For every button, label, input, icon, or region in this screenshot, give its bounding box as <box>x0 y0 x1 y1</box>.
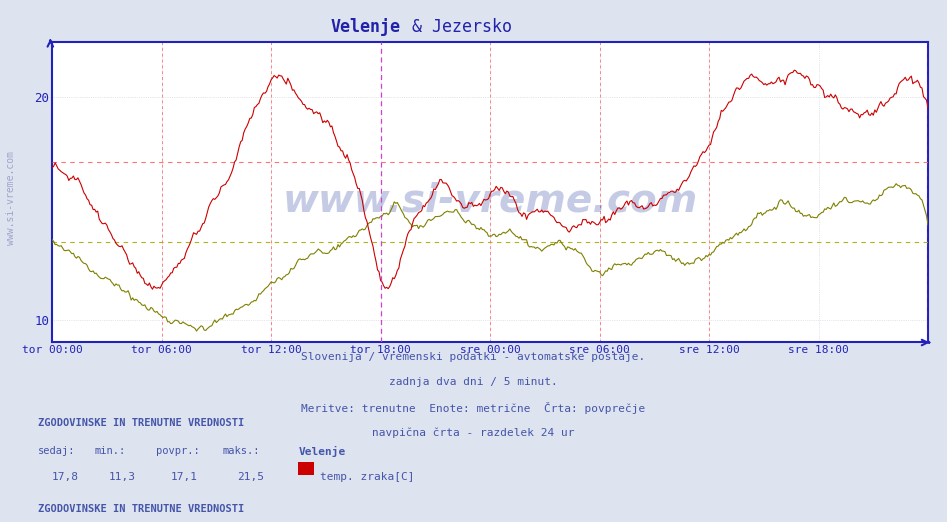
Text: min.:: min.: <box>95 446 126 456</box>
Text: 21,5: 21,5 <box>237 472 264 482</box>
Text: sedaj:: sedaj: <box>38 446 76 456</box>
Text: maks.:: maks.: <box>223 446 260 456</box>
Text: & Jezersko: & Jezersko <box>402 18 512 36</box>
Text: www.si-vreme.com: www.si-vreme.com <box>7 151 16 245</box>
Text: Meritve: trenutne  Enote: metrične  Črta: povprečje: Meritve: trenutne Enote: metrične Črta: … <box>301 402 646 414</box>
Text: navpična črta - razdelek 24 ur: navpična črta - razdelek 24 ur <box>372 428 575 438</box>
Text: ZGODOVINSKE IN TRENUTNE VREDNOSTI: ZGODOVINSKE IN TRENUTNE VREDNOSTI <box>38 504 244 514</box>
Text: Velenje: Velenje <box>331 18 401 36</box>
Text: Slovenija / vremenski podatki - avtomatske postaje.: Slovenija / vremenski podatki - avtomats… <box>301 352 646 362</box>
Text: ZGODOVINSKE IN TRENUTNE VREDNOSTI: ZGODOVINSKE IN TRENUTNE VREDNOSTI <box>38 418 244 428</box>
Text: zadnja dva dni / 5 minut.: zadnja dva dni / 5 minut. <box>389 377 558 387</box>
Text: povpr.:: povpr.: <box>156 446 200 456</box>
Text: Velenje: Velenje <box>298 446 346 457</box>
Text: temp. zraka[C]: temp. zraka[C] <box>320 472 415 482</box>
Text: 11,3: 11,3 <box>109 472 136 482</box>
Text: www.si-vreme.com: www.si-vreme.com <box>282 182 698 220</box>
Text: 17,1: 17,1 <box>170 472 198 482</box>
Text: 17,8: 17,8 <box>52 472 80 482</box>
